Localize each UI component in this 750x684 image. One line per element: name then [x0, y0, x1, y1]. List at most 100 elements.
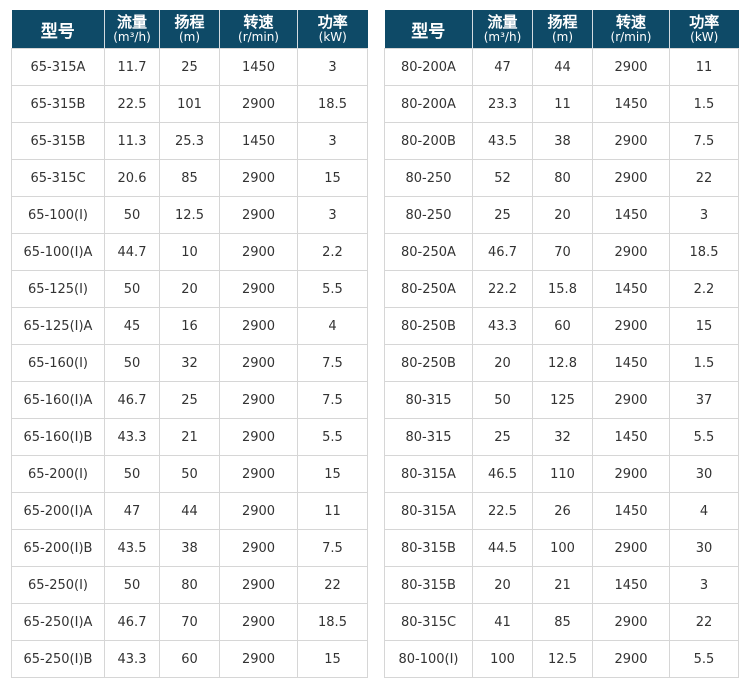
cell-speed: 2900 — [219, 566, 298, 604]
cell-speed: 2900 — [219, 640, 298, 678]
cell-head: 80 — [159, 566, 220, 604]
cell-power: 22 — [669, 159, 739, 197]
cell-flow: 50 — [472, 381, 533, 419]
table-row: 80-250 25 20 1450 3 — [384, 196, 739, 234]
cell-speed: 2900 — [219, 529, 298, 567]
cell-head: 101 — [159, 85, 220, 123]
cell-model: 80-100(I) — [384, 640, 473, 678]
cell-speed: 2900 — [592, 381, 670, 419]
cell-model: 65-200(I)A — [11, 492, 105, 530]
cell-model: 65-100(I) — [11, 196, 105, 234]
cell-head: 70 — [159, 603, 220, 641]
cell-model: 80-315B — [384, 566, 473, 604]
cell-power: 22 — [297, 566, 368, 604]
cell-flow: 100 — [472, 640, 533, 678]
cell-power: 7.5 — [297, 529, 368, 567]
table-row: 80-250 52 80 2900 22 — [384, 159, 739, 197]
cell-head: 15.8 — [532, 270, 593, 308]
cell-model: 80-315 — [384, 381, 473, 419]
cell-model: 80-250 — [384, 196, 473, 234]
cell-head: 21 — [532, 566, 593, 604]
cell-head: 44 — [532, 48, 593, 86]
cell-power: 37 — [669, 381, 739, 419]
cell-head: 38 — [159, 529, 220, 567]
cell-speed: 2900 — [219, 196, 298, 234]
cell-flow: 20 — [472, 344, 533, 382]
cell-model: 80-250B — [384, 344, 473, 382]
cell-model: 80-250B — [384, 307, 473, 345]
cell-speed: 1450 — [592, 196, 670, 234]
cell-flow: 43.3 — [104, 418, 160, 456]
cell-speed: 2900 — [592, 307, 670, 345]
table-row: 80-315 25 32 1450 5.5 — [384, 418, 739, 456]
cell-speed: 2900 — [592, 640, 670, 678]
cell-flow: 20 — [472, 566, 533, 604]
cell-head: 21 — [159, 418, 220, 456]
cell-flow: 43.3 — [104, 640, 160, 678]
cell-model: 65-160(I)A — [11, 381, 105, 419]
cell-speed: 2900 — [219, 381, 298, 419]
cell-flow: 43.5 — [104, 529, 160, 567]
cell-model: 80-200A — [384, 48, 473, 86]
table-row: 80-315B 44.5 100 2900 30 — [384, 529, 739, 567]
cell-power: 18.5 — [297, 85, 368, 123]
cell-speed: 2900 — [219, 159, 298, 197]
cell-flow: 23.3 — [472, 85, 533, 123]
cell-speed: 2900 — [592, 233, 670, 271]
table-row: 65-160(I)A 46.7 25 2900 7.5 — [11, 381, 368, 419]
table-row: 80-200B 43.5 38 2900 7.5 — [384, 122, 739, 160]
cell-power: 1.5 — [669, 344, 739, 382]
cell-model: 80-315 — [384, 418, 473, 456]
cell-model: 65-315B — [11, 122, 105, 160]
cell-head: 20 — [159, 270, 220, 308]
cell-speed: 2900 — [592, 159, 670, 197]
cell-power: 30 — [669, 529, 739, 567]
table-row: 80-250B 20 12.8 1450 1.5 — [384, 344, 739, 382]
cell-head: 85 — [159, 159, 220, 197]
cell-flow: 22.5 — [472, 492, 533, 530]
cell-power: 7.5 — [297, 344, 368, 382]
cell-flow: 22.2 — [472, 270, 533, 308]
cell-head: 25 — [159, 381, 220, 419]
cell-head: 16 — [159, 307, 220, 345]
table-row: 65-100(I) 50 12.5 2900 3 — [11, 196, 368, 234]
header-flow: 流量 (m³/h) — [104, 10, 160, 49]
cell-flow: 44.5 — [472, 529, 533, 567]
table-body-left: 65-315A 11.7 25 1450 3 65-315B 22.5 101 2900 18.5… — [11, 48, 368, 678]
cell-flow: 50 — [104, 566, 160, 604]
cell-head: 60 — [532, 307, 593, 345]
cell-power: 4 — [297, 307, 368, 345]
cell-head: 85 — [532, 603, 593, 641]
cell-model: 65-125(I)A — [11, 307, 105, 345]
cell-flow: 22.5 — [104, 85, 160, 123]
cell-flow: 25 — [472, 418, 533, 456]
cell-speed: 2900 — [219, 344, 298, 382]
header-power: 功率 (kW) — [669, 10, 739, 49]
table-row: 65-315B 11.3 25.3 1450 3 — [11, 122, 368, 160]
cell-head: 12.5 — [532, 640, 593, 678]
cell-head: 12.8 — [532, 344, 593, 382]
cell-flow: 25 — [472, 196, 533, 234]
header-model: 型号 — [11, 10, 105, 49]
cell-power: 15 — [297, 455, 368, 493]
cell-speed: 1450 — [219, 122, 298, 160]
cell-head: 80 — [532, 159, 593, 197]
cell-head: 60 — [159, 640, 220, 678]
table-row: 80-250A 22.2 15.8 1450 2.2 — [384, 270, 739, 308]
table-row: 80-315A 22.5 26 1450 4 — [384, 492, 739, 530]
cell-power: 4 — [669, 492, 739, 530]
table-row: 65-160(I)B 43.3 21 2900 5.5 — [11, 418, 368, 456]
cell-model: 65-200(I) — [11, 455, 105, 493]
cell-power: 22 — [669, 603, 739, 641]
cell-head: 100 — [532, 529, 593, 567]
cell-model: 80-315A — [384, 492, 473, 530]
cell-model: 80-200B — [384, 122, 473, 160]
cell-model: 80-250A — [384, 270, 473, 308]
cell-model: 80-250 — [384, 159, 473, 197]
cell-head: 11 — [532, 85, 593, 123]
cell-power: 3 — [669, 566, 739, 604]
cell-flow: 20.6 — [104, 159, 160, 197]
pump-spec-table-left: 型号 流量 (m³/h) 扬程 (m) 转速 (r/min) 功率 (kW) 65-31… — [11, 10, 368, 678]
cell-flow: 46.7 — [472, 233, 533, 271]
table-row: 65-125(I) 50 20 2900 5.5 — [11, 270, 368, 308]
